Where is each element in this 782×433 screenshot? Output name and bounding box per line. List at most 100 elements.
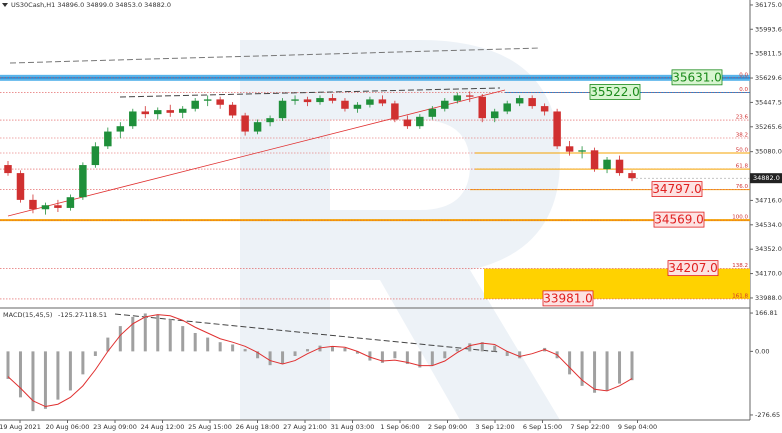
candle-body — [603, 159, 611, 170]
candle-body — [303, 99, 312, 103]
macd-bar — [343, 347, 347, 352]
y-tick-label: 35080.0 — [755, 148, 782, 156]
current-price-label: 34882.0 — [753, 174, 780, 182]
macd-bar — [106, 337, 110, 352]
fib-label: 23.6 — [736, 115, 749, 121]
macd-bar — [518, 351, 522, 359]
macd-bar — [505, 351, 509, 356]
fib-label: 76.0 — [736, 184, 749, 190]
candle-body — [328, 98, 337, 101]
y-tick-label: 35265.6 — [755, 123, 782, 131]
macd-bar — [580, 351, 584, 386]
macd-bar — [93, 351, 97, 356]
trend-line — [9, 47, 541, 64]
candle-body — [291, 99, 299, 101]
level-label: 35631.0 — [672, 70, 722, 84]
candle-body — [478, 96, 486, 119]
candle-body — [266, 118, 274, 123]
candle-body — [154, 110, 162, 115]
candle-body — [91, 146, 100, 166]
y-tick-label: 34534.0 — [755, 221, 782, 229]
macd-bar — [493, 345, 497, 352]
macd-value: -125.27 — [58, 311, 83, 319]
y-tick-label: 34352.0 — [755, 245, 782, 253]
level-label: 34569.0 — [654, 213, 704, 227]
candle-body — [216, 99, 224, 105]
candle-body — [341, 100, 349, 109]
macd-bar — [618, 351, 622, 384]
candle-body — [553, 111, 561, 147]
macd-bar — [430, 351, 434, 366]
candle-body — [253, 122, 262, 132]
candle-body — [191, 100, 199, 109]
level-label: 34207.0 — [668, 261, 718, 275]
x-tick-label: 2 Sep 09:00 — [428, 423, 467, 431]
macd-bar — [630, 351, 634, 381]
trend-line — [114, 313, 501, 353]
candle-body — [104, 131, 112, 147]
macd-bar — [131, 316, 135, 352]
macd-bar — [568, 351, 572, 375]
candle-body — [441, 100, 449, 109]
x-tick-label: 27 Aug 21:00 — [283, 423, 327, 431]
watermark — [240, 40, 560, 420]
candle-body — [590, 150, 599, 170]
level-box — [671, 69, 723, 86]
macd-bar — [268, 351, 272, 366]
x-tick-label: 20 Aug 06:00 — [46, 423, 90, 431]
signal-line — [7, 314, 633, 408]
candle-body — [241, 115, 249, 132]
fib-label: 161.8 — [732, 293, 748, 299]
fib-label: 0.0 — [739, 87, 748, 93]
y-tick-label: -276.65 — [755, 411, 780, 419]
menu-icon — [2, 3, 8, 7]
x-tick-label: 26 Aug 18:00 — [236, 423, 280, 431]
level-box — [651, 181, 703, 197]
x-tick-label: 7 Sep 22:00 — [570, 423, 609, 431]
macd-bar — [306, 349, 310, 352]
y-tick-label: 35811.5 — [755, 50, 782, 58]
y-tick-label: 34170.0 — [755, 270, 782, 278]
candle-body — [515, 98, 524, 104]
macd-bar — [243, 349, 247, 352]
macd-bar — [443, 351, 447, 359]
candle-body — [316, 98, 324, 103]
fib-label: 100.0 — [732, 215, 748, 221]
candle-body — [490, 111, 499, 119]
macd-bar — [193, 332, 197, 352]
candle-body — [353, 104, 362, 109]
level-box — [589, 84, 641, 100]
fib-label: 50.0 — [736, 147, 749, 153]
macd-bar — [405, 351, 409, 365]
y-tick-label: 0.00 — [755, 347, 769, 355]
macd-bar — [56, 351, 60, 400]
level-label: 35522.0 — [590, 85, 640, 99]
y-tick-label: 33988.0 — [755, 294, 782, 302]
candle-body — [378, 99, 387, 104]
candle-body — [203, 99, 212, 101]
candle-body — [29, 199, 37, 210]
candle-body — [565, 146, 574, 152]
x-tick-label: 19 Aug 2021 — [0, 423, 41, 431]
candle-body — [503, 103, 511, 112]
candle-body — [428, 108, 437, 117]
macd-bar — [143, 313, 147, 352]
x-tick-label: 9 Sep 04:00 — [618, 423, 657, 431]
macd-bar — [206, 337, 210, 352]
macd-bar — [31, 351, 35, 412]
candle-body — [578, 150, 586, 152]
level-box — [667, 260, 719, 277]
candle-body — [4, 165, 12, 174]
candle-body — [178, 108, 187, 113]
x-tick-label: 31 Aug 03:00 — [331, 423, 375, 431]
macd-bar — [181, 326, 185, 352]
macd-bar — [156, 314, 160, 352]
x-tick-label: 23 Aug 09:00 — [93, 423, 137, 431]
x-tick-label: 24 Aug 12:00 — [141, 423, 185, 431]
candle-body — [466, 95, 474, 97]
y-tick-label: 36175.0 — [755, 1, 782, 9]
macd-bar — [43, 351, 47, 409]
candle-body — [366, 99, 374, 105]
macd-bar — [231, 344, 235, 352]
